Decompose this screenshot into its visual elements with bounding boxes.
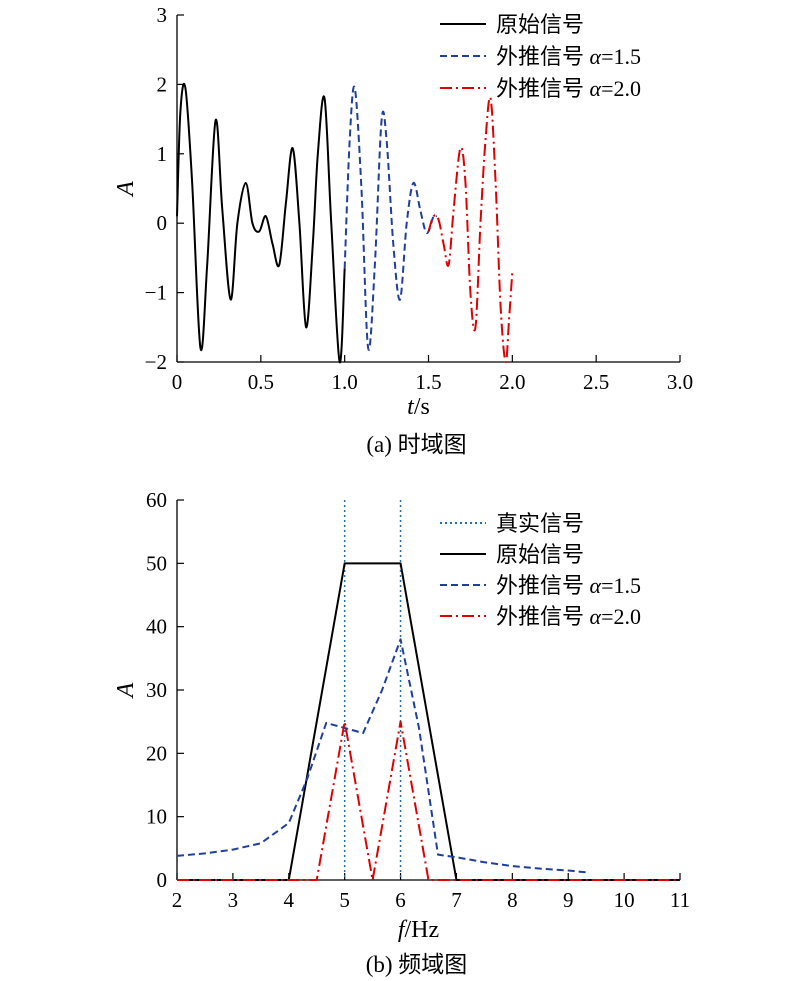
x-tick-label: 0.5 [248, 370, 274, 394]
y-axis-label: A [113, 181, 139, 198]
legend-label: 外推信号 α=2.0 [496, 76, 641, 101]
series-line-2 [176, 638, 587, 874]
x-tick-label: 5 [339, 888, 350, 912]
x-axis-label: f/Hz [398, 917, 439, 943]
y-tick-label: −2 [145, 350, 167, 374]
y-tick-label: 20 [146, 741, 167, 765]
legend-label: 原始信号 [496, 12, 584, 37]
x-tick-label: 10 [614, 888, 635, 912]
series-line-0 [176, 82, 346, 364]
x-tick-label: 6 [395, 888, 406, 912]
legend-label: 外推信号 α=2.0 [496, 604, 641, 629]
y-tick-label: 40 [146, 615, 167, 639]
x-tick-label: 11 [670, 888, 690, 912]
y-axis-label: A [113, 682, 139, 699]
legend-label: 原始信号 [496, 542, 584, 567]
chart-panel-frequency-domain: 2 3 4 5 6 7 8 9 10 11 0 10 20 30 40 50 60 Af/Hz (b) 频域图 真实信… [113, 488, 690, 977]
y-tick-label: 10 [146, 805, 167, 829]
x-tick-label: 2.5 [583, 370, 609, 394]
x-tick-label: 7 [451, 888, 462, 912]
x-tick-label: 2 [172, 888, 183, 912]
x-tick-label: 3 [228, 888, 239, 912]
y-tick-label: 1 [157, 142, 168, 166]
x-tick-label: 4 [284, 888, 295, 912]
chart-caption: (b) 频域图 [366, 952, 468, 977]
y-tick-label: 3 [157, 3, 168, 27]
chart-panel-time-domain: 0 0.5 1.0 1.5 2.0 2.5 3.0 −2 −1 0 1 2 3 At/s (a) 时域图 原始… [113, 3, 693, 457]
x-tick-label: 1.5 [415, 370, 441, 394]
y-tick-label: −1 [145, 281, 167, 305]
y-tick-label: 30 [146, 678, 167, 702]
legend-label: 外推信号 α=1.5 [496, 573, 641, 598]
x-tick-label: 1.0 [332, 370, 358, 394]
y-tick-label: 50 [146, 551, 167, 575]
x-tick-label: 3.0 [667, 370, 693, 394]
x-tick-label: 9 [563, 888, 574, 912]
x-axis-variable: f [398, 917, 408, 943]
series-line-3 [177, 720, 680, 881]
x-tick-label: 0 [172, 370, 183, 394]
chart-caption: (a) 时域图 [366, 432, 466, 457]
x-axis-unit: /Hz [405, 917, 440, 943]
x-axis-label: t/s [407, 394, 430, 420]
y-tick-label: 0 [157, 868, 168, 892]
y-tick-label: 60 [146, 488, 167, 512]
series-line-1 [343, 85, 438, 351]
x-axis-unit: /s [414, 394, 430, 420]
x-tick-label: 2.0 [499, 370, 525, 394]
x-tick-label: 8 [507, 888, 518, 912]
legend-label: 真实信号 [496, 511, 584, 536]
y-tick-label: 2 [157, 72, 168, 96]
legend-label: 外推信号 α=1.5 [496, 44, 641, 69]
series-line-2 [427, 96, 514, 364]
x-axis-variable: t [407, 394, 415, 420]
y-tick-label: 0 [157, 211, 168, 235]
